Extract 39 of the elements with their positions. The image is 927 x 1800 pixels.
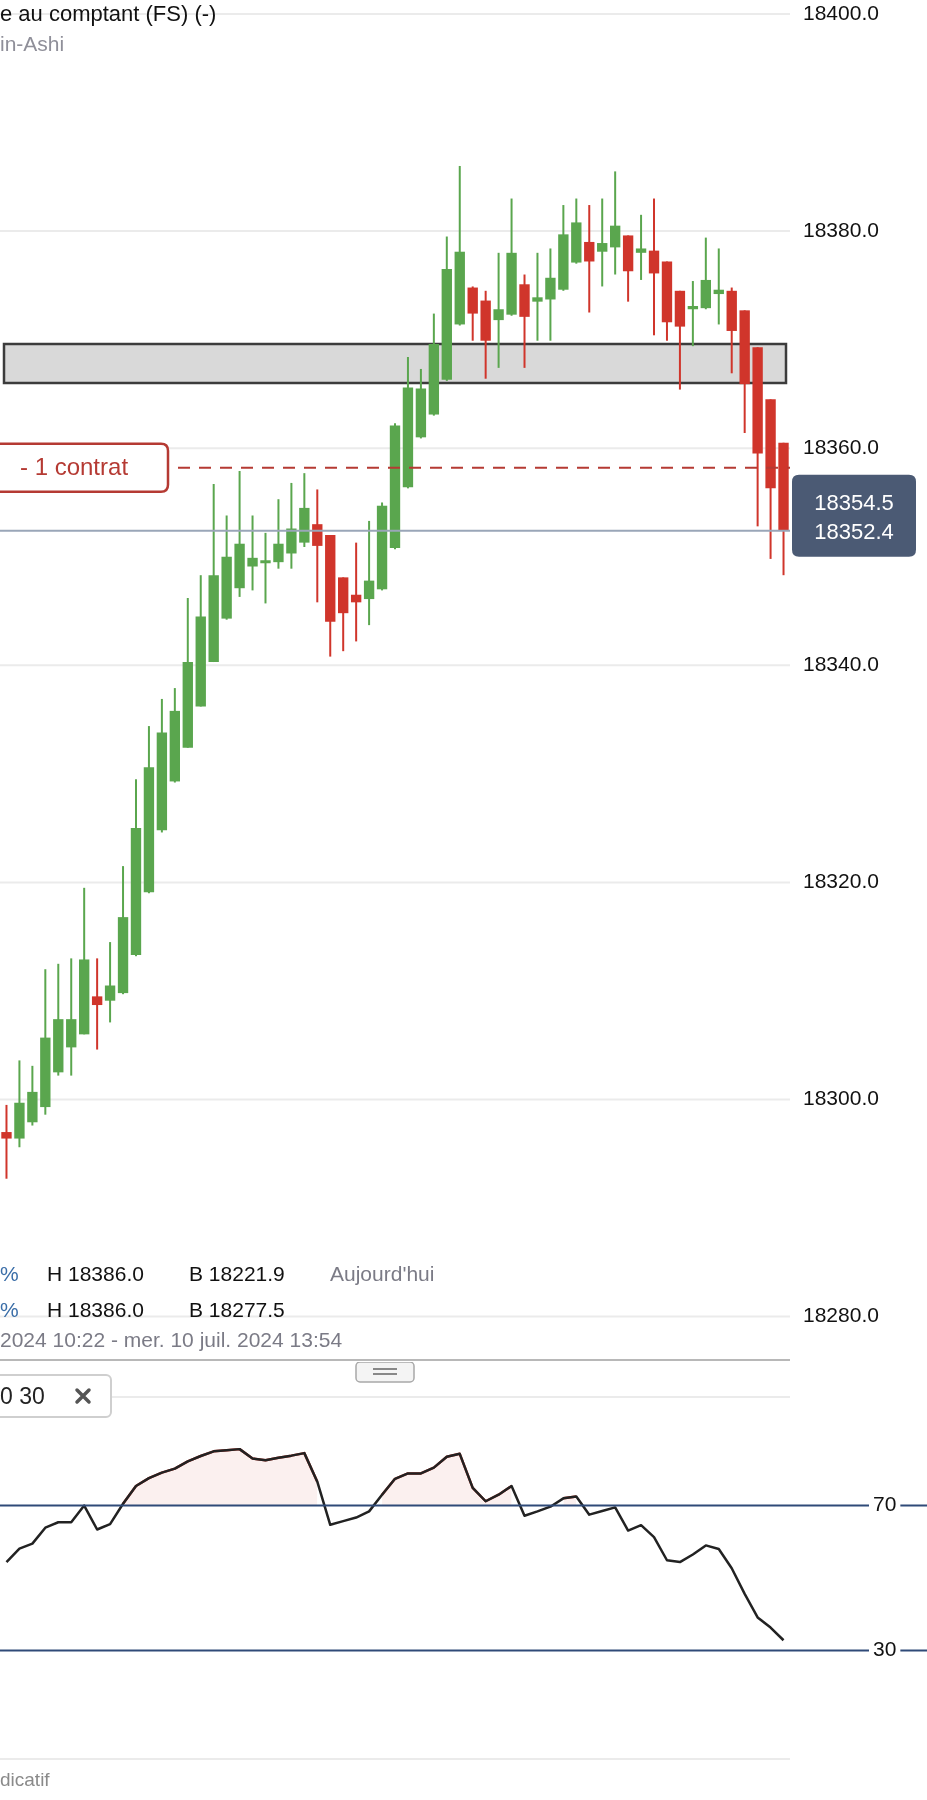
y-tick-label: 70: [873, 1492, 897, 1516]
candlestick: [1, 1103, 12, 1180]
candlestick: [635, 213, 647, 281]
y-tick-label: 18280.0: [803, 1303, 879, 1327]
candlestick: [363, 519, 375, 627]
text: 18354.5: [814, 489, 894, 515]
annotation: 0 30: [0, 1383, 45, 1410]
candlestick: [532, 251, 543, 342]
text: dicatif: [0, 1769, 50, 1791]
y-tick-label: 18380.0: [803, 217, 879, 241]
y-tick-label: 18300.0: [803, 1086, 879, 1110]
candlestick: [104, 941, 116, 1024]
candlestick: [609, 170, 621, 276]
annotation: Aujourd'hui: [330, 1262, 435, 1286]
ref-line-label: 18352.4: [814, 518, 894, 544]
candlestick: [247, 514, 258, 592]
y-tick-label: 18360.0: [803, 434, 879, 458]
y-tick-label: 18400.0: [803, 0, 879, 24]
text: in-Ashi: [0, 32, 65, 56]
candlestick: [584, 204, 595, 314]
y-tick-label: 18340.0: [803, 652, 879, 676]
annotation: H 18386.0: [47, 1262, 144, 1286]
annotation: 2024 10:22 - mer. 10 juil. 2024 13:54: [0, 1328, 343, 1352]
candlestick: [260, 531, 271, 605]
candlestick: [273, 498, 284, 570]
annotation: H 18386.0: [47, 1298, 144, 1322]
annotation: %: [0, 1262, 19, 1286]
chart-title: e au comptant (FS) (-): [0, 1, 217, 27]
candlestick: [545, 247, 556, 342]
y-tick-label: 18320.0: [803, 869, 879, 893]
candlestick: [91, 957, 103, 1051]
candlestick: [493, 251, 504, 369]
candlestick: [597, 197, 608, 288]
candlestick: [648, 197, 660, 337]
annotation: B 18221.9: [189, 1262, 285, 1286]
ref-line-label: - 1 contrat: [20, 453, 129, 481]
annotation: %: [0, 1298, 19, 1322]
y-tick-label: 30: [873, 1637, 897, 1661]
annotation: B 18277.5: [189, 1298, 285, 1322]
